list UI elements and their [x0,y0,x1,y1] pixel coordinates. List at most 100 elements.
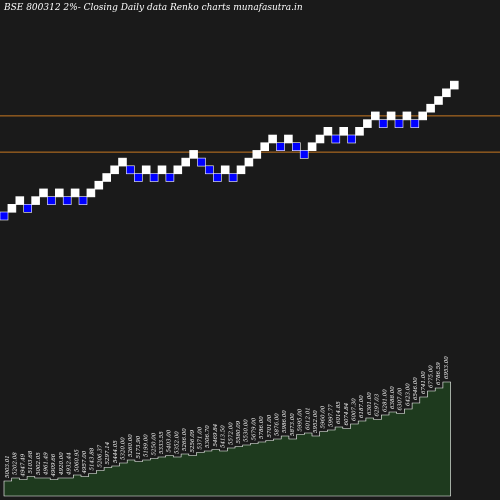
volume-label: 6301.00 [367,392,373,415]
volume-label: 5103.68 [28,450,34,473]
renko-brick-up [70,188,80,198]
volume-label: 5333.55 [159,431,165,454]
volume-label: 5952.00 [313,410,319,433]
renko-brick-down [410,119,420,128]
renko-brick-up [15,196,25,205]
renko-brick-down [78,196,88,205]
volume-label: 4957.00 [82,450,88,474]
renko-brick-up [110,165,119,175]
renko-brick-up [315,134,325,144]
volume-label: 5306.70 [205,425,211,448]
renko-brick-down [23,204,33,213]
renko-brick-up [402,111,412,121]
volume-label: 6281.00 [382,389,388,412]
renko-brick-down [62,196,72,205]
volume-label: 4909.66 [51,453,57,477]
volume-label: 6297.03 [375,393,381,416]
volume-label: 5173.90 [136,435,142,458]
volume-label: 5199.00 [144,434,150,457]
renko-brick-up [284,134,293,144]
volume-label: 5060.95 [74,449,80,472]
renko-brick-down [213,173,222,182]
renko-brick-down [165,173,175,182]
renko-brick-up [363,119,372,128]
renko-brick-down [47,196,56,205]
volume-label: 6388.00 [390,386,396,409]
renko-brick-down [394,119,404,128]
volume-label: 5873.00 [290,413,296,436]
volume-label: 5997.77 [328,404,334,427]
volume-label: 5143.88 [90,447,96,470]
renko-brick-up [442,88,451,98]
volume-label: 5580.09 [236,420,242,443]
volume-label: 5003.01 [5,455,11,478]
renko-brick-up [189,150,198,159]
volume-label: 6012.01 [305,407,311,430]
renko-brick-up [339,127,349,136]
renko-brick-down [126,165,135,175]
renko-brick-down [378,119,388,128]
volume-label: 6307.00 [398,387,404,410]
volume-label: 6007.30 [352,398,358,421]
volume-label: 6953.00 [444,356,450,379]
renko-brick-down [276,142,285,151]
volume-label: 5960.00 [321,405,327,428]
renko-brick-up [252,150,262,159]
volume-label: 5679.00 [251,417,257,440]
volume-label: 5786.00 [259,416,265,439]
volume-label: 4920.00 [59,452,65,476]
volume-label: 6187.00 [359,395,365,418]
volume-series [3,381,451,497]
volume-label: 4932.44 [67,452,73,476]
volume-label: 5701.00 [267,414,273,437]
volume-label: 6074.84 [344,402,350,425]
renko-brick-down [291,142,301,151]
volume-label: 5266.00 [182,428,188,451]
renko-brick-up [7,204,17,213]
volume-label: 5572.00 [228,422,234,445]
renko-brick-up [173,165,183,175]
renko-brick-up [86,188,96,198]
volume-label: 5403.00 [167,429,173,452]
volume-label: 6741.00 [421,371,427,394]
volume-label: 6775.00 [429,365,435,388]
renko-brick-up [434,96,443,105]
renko-brick-up [31,196,40,205]
renko-brick-down [149,173,159,182]
volume-label: 5202.08 [13,452,19,475]
renko-brick-down [228,173,238,182]
renko-brick-up [181,157,190,167]
volume-label: 5986.00 [282,410,288,433]
renko-brick-up [268,134,277,144]
volume-label: 5352.00 [174,431,180,454]
volume-label: 5444.05 [113,440,119,463]
renko-brick-up [94,180,104,190]
renko-brick-down [299,150,309,159]
renko-brick-up [260,142,270,151]
renko-brick-up [386,111,396,121]
volume-label: 6546.00 [413,377,419,400]
volume-label: 5260.00 [128,434,134,457]
renko-brick-up [418,111,428,121]
volume-label: 5469.84 [213,423,219,446]
renko-brick-down [205,165,214,175]
volume-label: 5297.14 [105,441,111,464]
renko-brick-up [157,165,167,175]
renko-brick-up [236,165,246,175]
renko-brick-up [355,127,364,136]
volume-label: 5413.50 [221,425,227,448]
renko-brick-up [141,165,151,175]
renko-brick-up [118,157,127,167]
renko-brick-up [449,80,459,90]
renko-brick-down [197,157,206,167]
volume-label: 5320.00 [121,437,127,460]
volume-label: 4947.49 [20,453,26,477]
volume-label: 5206.37 [97,444,103,467]
volume-label: 4961.49 [44,452,50,476]
renko-brick-up [307,142,317,151]
renko-brick-up [323,127,333,136]
level-lines [0,115,500,153]
volume-label: 6014.85 [336,401,342,424]
volume-label: 5876.00 [275,413,281,436]
